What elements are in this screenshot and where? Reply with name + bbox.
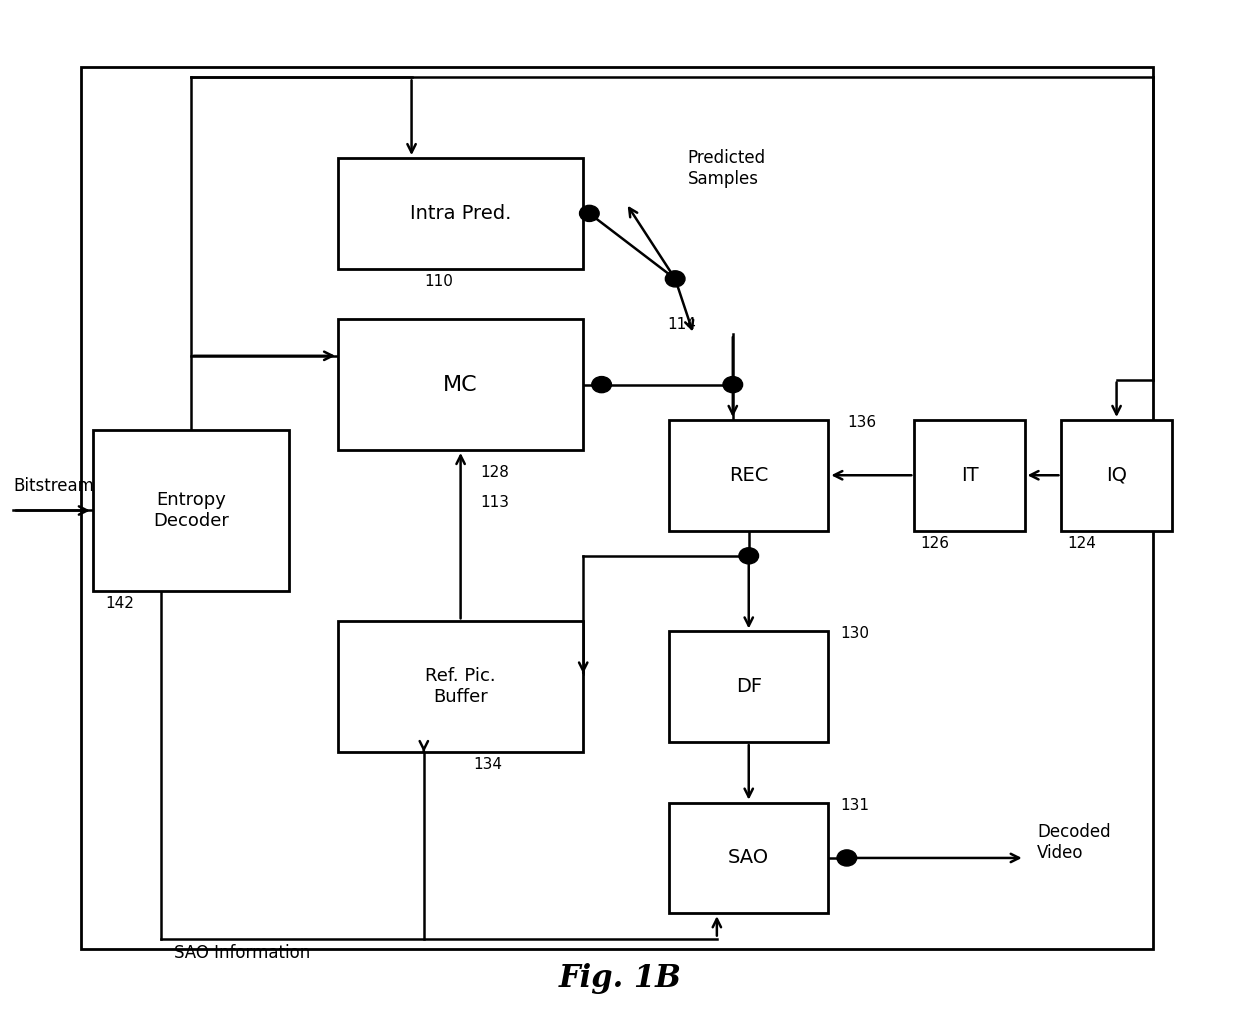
Text: Bitstream: Bitstream (14, 478, 94, 495)
Circle shape (591, 377, 611, 393)
Circle shape (666, 271, 684, 287)
Circle shape (579, 205, 599, 222)
Text: IQ: IQ (1106, 466, 1127, 485)
Bar (339, 320, 583, 450)
Circle shape (739, 547, 759, 564)
Text: 126: 126 (920, 536, 950, 550)
Text: Intra Pred.: Intra Pred. (410, 204, 511, 223)
Bar (914, 420, 1024, 531)
Bar (93, 430, 289, 591)
Text: 136: 136 (847, 415, 875, 430)
Text: SAO: SAO (728, 848, 769, 868)
Text: Entropy
Decoder: Entropy Decoder (153, 491, 229, 530)
Text: MC: MC (443, 375, 477, 394)
Bar (670, 631, 828, 742)
Bar (1061, 420, 1172, 531)
Text: 134: 134 (472, 758, 502, 772)
Text: 113: 113 (480, 495, 510, 510)
Text: Ref. Pic.
Buffer: Ref. Pic. Buffer (425, 668, 496, 707)
Circle shape (723, 377, 743, 393)
Text: 142: 142 (105, 596, 134, 612)
Circle shape (837, 849, 857, 866)
Text: Predicted
Samples: Predicted Samples (687, 149, 765, 188)
Text: DF: DF (735, 677, 761, 696)
Bar (339, 622, 583, 752)
Bar (81, 67, 1153, 949)
Text: Fig. 1B: Fig. 1B (558, 963, 682, 993)
Bar (670, 803, 828, 914)
Text: 128: 128 (480, 466, 510, 480)
Text: SAO Information: SAO Information (174, 943, 310, 962)
Text: 130: 130 (841, 626, 869, 641)
Text: IT: IT (961, 466, 978, 485)
Text: 110: 110 (424, 274, 453, 289)
Bar (670, 420, 828, 531)
Text: Decoded
Video: Decoded Video (1037, 824, 1111, 863)
Text: REC: REC (729, 466, 769, 485)
Text: 124: 124 (1068, 536, 1096, 550)
Text: 131: 131 (841, 797, 869, 813)
Text: 114: 114 (667, 317, 696, 332)
Bar (339, 158, 583, 269)
